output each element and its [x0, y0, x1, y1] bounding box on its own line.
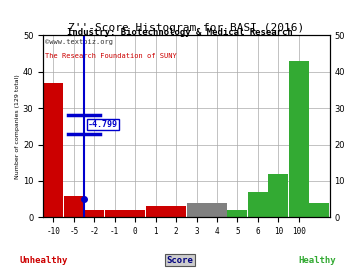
- Bar: [207, 203, 227, 217]
- Bar: [228, 210, 247, 217]
- Bar: [125, 210, 145, 217]
- Bar: [309, 203, 329, 217]
- Title: Z''-Score Histogram for BASI (2016): Z''-Score Histogram for BASI (2016): [68, 23, 305, 33]
- Bar: [186, 203, 207, 217]
- Text: Unhealthy: Unhealthy: [19, 256, 67, 265]
- Text: -4.799: -4.799: [88, 120, 118, 129]
- Text: Score: Score: [167, 256, 193, 265]
- Text: Healthy: Healthy: [298, 256, 336, 265]
- Bar: [145, 207, 166, 217]
- Bar: [64, 195, 84, 217]
- Bar: [84, 210, 104, 217]
- Y-axis label: Number of companies (129 total): Number of companies (129 total): [15, 74, 20, 179]
- Bar: [105, 210, 125, 217]
- Bar: [166, 207, 186, 217]
- Bar: [268, 174, 288, 217]
- Bar: [43, 83, 63, 217]
- Text: ©www.textbiz.org: ©www.textbiz.org: [45, 39, 113, 45]
- Text: Industry: Biotechnology & Medical Research: Industry: Biotechnology & Medical Resear…: [67, 28, 293, 37]
- Bar: [248, 192, 268, 217]
- Text: The Research Foundation of SUNY: The Research Foundation of SUNY: [45, 53, 177, 59]
- Bar: [289, 61, 309, 217]
